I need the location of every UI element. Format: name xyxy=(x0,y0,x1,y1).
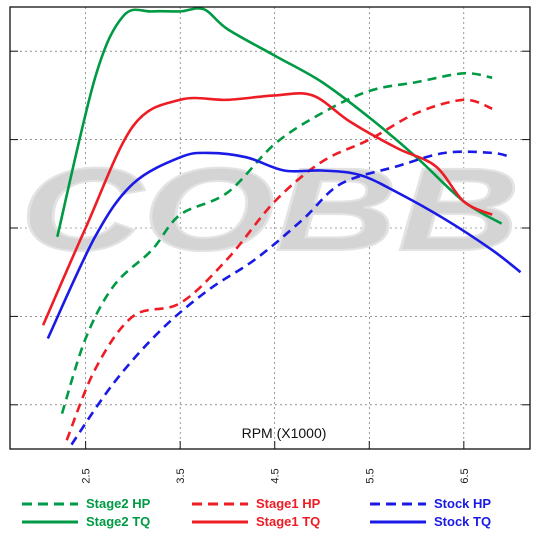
x-tick-label: 2.5 xyxy=(81,468,93,483)
series-line-stock-tq xyxy=(46,151,522,340)
cobb-watermark: COBB xyxy=(19,143,521,277)
watermark-text: COBB xyxy=(20,144,520,276)
series-line-stock-hp xyxy=(70,150,512,446)
legend-label-stage2-hp: Stage2 HP xyxy=(86,496,151,511)
x-tick-label: 3.5 xyxy=(175,468,187,483)
legend-label-stage1-tq: Stage1 TQ xyxy=(256,514,320,529)
legend-label-stage2-tq: Stage2 TQ xyxy=(86,514,150,529)
plot-border xyxy=(9,6,531,450)
series-lines xyxy=(41,6,522,446)
legend-label-stock-hp: Stock HP xyxy=(434,496,491,511)
x-axis-title: RPM (X1000) xyxy=(242,425,327,441)
plot-area: COBB RPM (X1000) xyxy=(9,6,531,450)
legend: Stage2 HP Stage2 TQ Stage1 HP Stage1 TQ Stoc… xyxy=(22,496,491,529)
x-tick-label: 6.5 xyxy=(459,468,471,483)
series-line-stage1-tq xyxy=(41,91,493,326)
legend-label-stage1-hp: Stage1 HP xyxy=(256,496,321,511)
x-tick-labels: 2.5 3.5 4.5 5.5 6.5 xyxy=(81,468,471,483)
legend-label-stock-tq: Stock TQ xyxy=(434,514,491,529)
series-line-stage1-hp xyxy=(65,98,493,441)
x-tick-label: 5.5 xyxy=(364,468,376,483)
x-tick-label: 4.5 xyxy=(270,468,282,483)
series-line-stage2-hp xyxy=(60,71,493,414)
